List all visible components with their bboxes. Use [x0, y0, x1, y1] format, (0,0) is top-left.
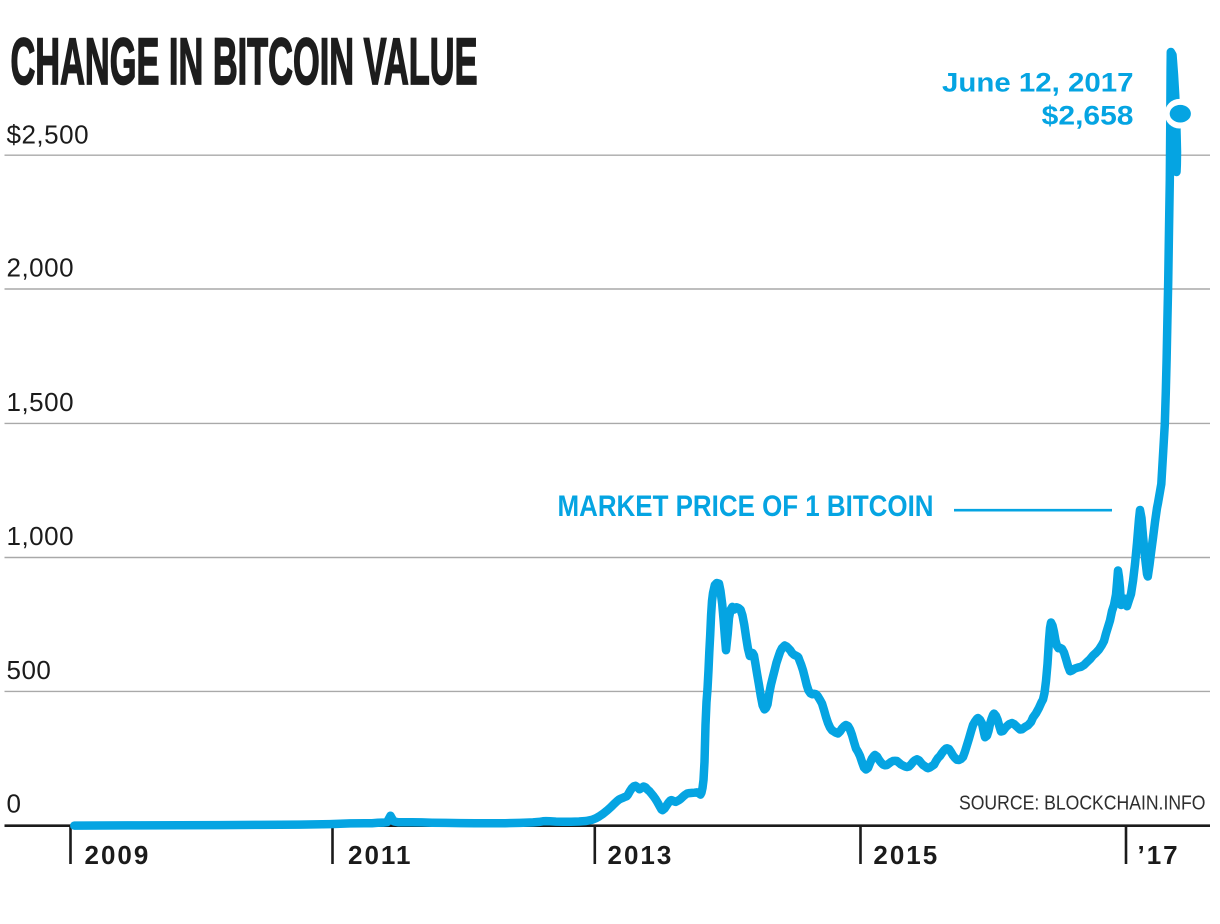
svg-text:2015: 2015	[873, 840, 939, 870]
svg-text:0: 0	[7, 789, 22, 819]
svg-text:1,000: 1,000	[7, 521, 75, 551]
svg-text:MARKET PRICE OF 1 BITCOIN: MARKET PRICE OF 1 BITCOIN	[558, 490, 934, 523]
svg-text:CHANGE IN BITCOIN VALUE: CHANGE IN BITCOIN VALUE	[11, 24, 478, 98]
svg-text:2011: 2011	[348, 840, 412, 870]
svg-text:$2,500: $2,500	[7, 120, 90, 150]
svg-text:2013: 2013	[608, 840, 674, 870]
svg-text:2,000: 2,000	[7, 253, 75, 283]
svg-text:500: 500	[7, 655, 52, 685]
svg-text:1,500: 1,500	[7, 387, 75, 417]
svg-text:2009: 2009	[85, 840, 151, 870]
svg-text:$2,658: $2,658	[1042, 100, 1134, 130]
svg-text:June 12, 2017: June 12, 2017	[942, 68, 1134, 98]
svg-text:’17: ’17	[1138, 840, 1180, 870]
svg-text:SOURCE: BLOCKCHAIN.INFO: SOURCE: BLOCKCHAIN.INFO	[959, 793, 1206, 815]
